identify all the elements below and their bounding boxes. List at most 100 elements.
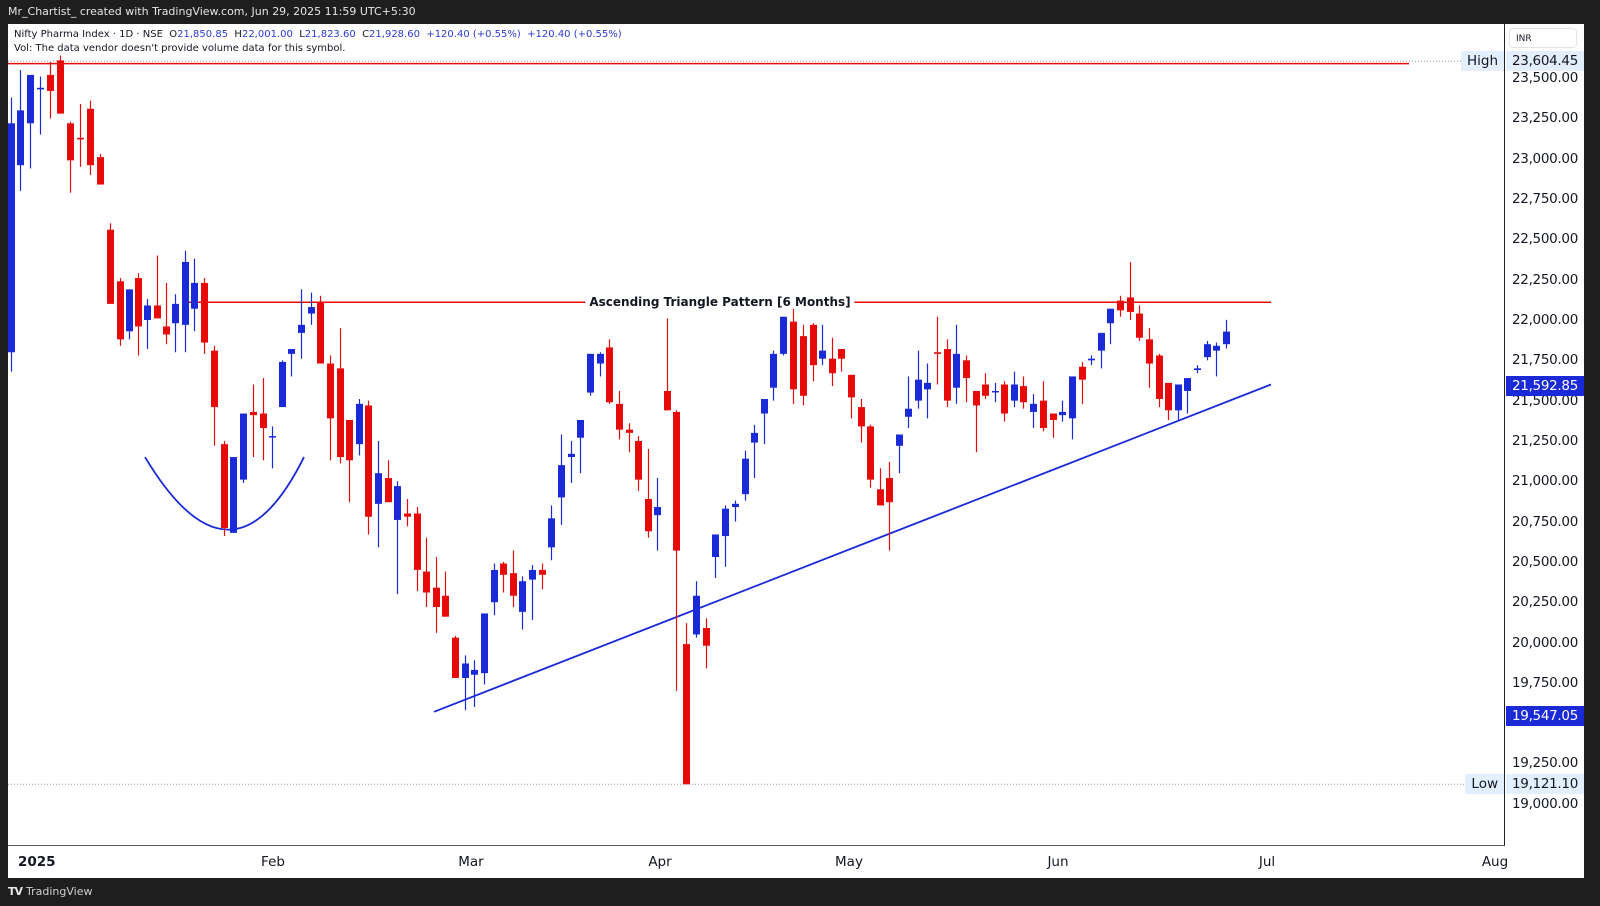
candle (201, 278, 208, 354)
time-tick: 2025 (18, 854, 56, 870)
candle (404, 498, 411, 527)
candle (67, 121, 74, 193)
candle (953, 324, 960, 404)
candle (712, 534, 719, 578)
brand-name: TradingView (26, 885, 93, 898)
candle (442, 571, 449, 617)
candlestick-chart (8, 55, 1505, 785)
last-price-label: 21,592.85 (1505, 375, 1584, 396)
candle (1127, 261, 1134, 320)
candle (77, 103, 84, 167)
candle (683, 623, 690, 785)
candle (1069, 376, 1076, 440)
candle (471, 660, 478, 707)
candle (896, 434, 903, 474)
ohlc-row: Nifty Pharma Index · 1D · NSE O21,850.85… (14, 28, 622, 42)
candle (433, 557, 440, 633)
candle (172, 294, 179, 353)
high-value: 22,001.00 (241, 29, 293, 40)
price-tick: 21,750.00 (1511, 352, 1578, 369)
price-tick: 22,500.00 (1511, 231, 1578, 248)
candle (126, 289, 133, 340)
time-tick: May (835, 854, 863, 870)
candle (606, 339, 613, 404)
low-tag: Low (1465, 774, 1504, 795)
candle (1020, 376, 1027, 409)
candle (915, 350, 922, 409)
candle (1184, 378, 1191, 414)
currency-label[interactable]: INR (1509, 28, 1577, 48)
candle (1107, 308, 1114, 345)
candle (761, 399, 768, 445)
price-axis[interactable]: INR 19,000.00 19,250.00 19,750.00 20,000.00… (1505, 24, 1584, 846)
candle (829, 337, 836, 387)
candle (924, 363, 931, 419)
attribution-bar: Mr_Chartist_ created with TradingView.co… (0, 0, 1600, 24)
candle (1050, 413, 1057, 438)
candle (346, 419, 353, 503)
candle (182, 250, 189, 353)
low-price-label: 19,121.10 (1505, 774, 1584, 795)
candle (423, 537, 430, 608)
candle (1088, 355, 1095, 366)
candle (1117, 295, 1124, 317)
candle (27, 74, 34, 169)
time-tick: Feb (261, 854, 285, 870)
close-label: C (362, 29, 370, 40)
candle (819, 324, 826, 366)
candle (1136, 305, 1143, 341)
candle (1079, 361, 1086, 404)
footer: TV TradingView (8, 878, 93, 906)
low-label: L (299, 29, 305, 40)
price-tick: 23,000.00 (1511, 150, 1578, 167)
open-value: 21,850.85 (177, 29, 229, 40)
candle (394, 481, 401, 595)
candle (1001, 381, 1008, 422)
candle (645, 449, 652, 538)
candle (17, 70, 24, 191)
candle (635, 436, 642, 491)
candle (858, 399, 865, 443)
attribution-text: Mr_Chartist_ created with TradingView.co… (8, 5, 416, 18)
candle (230, 457, 237, 533)
candle (260, 378, 267, 461)
candle (191, 258, 198, 332)
candle (117, 278, 124, 346)
candle (356, 399, 363, 456)
candle (519, 576, 526, 630)
candle (144, 299, 151, 350)
candle (616, 390, 623, 440)
candle (654, 478, 661, 551)
candle (1194, 365, 1201, 374)
candle (905, 376, 912, 429)
price-tick: 22,750.00 (1511, 191, 1578, 208)
candle (211, 345, 218, 446)
time-tick: Mar (458, 854, 484, 870)
change-value: +120.40 (+0.55%) (426, 29, 521, 40)
candle (452, 636, 459, 678)
candle (558, 434, 565, 525)
candle (414, 507, 421, 591)
candle (1204, 340, 1211, 361)
symbol-name[interactable]: Nifty Pharma Index · 1D · NSE (14, 29, 163, 40)
candle (240, 413, 247, 483)
pattern-annotation[interactable]: Ascending Triangle Pattern [6 Months] (585, 295, 855, 310)
candle (568, 440, 575, 483)
candle (57, 55, 64, 114)
candle (742, 450, 749, 501)
candle (279, 360, 286, 408)
candle (934, 316, 941, 385)
candle (510, 550, 517, 608)
time-axis[interactable]: 2025 Feb Mar Apr May Jun Jul Aug (8, 846, 1508, 878)
candle (693, 581, 700, 638)
chart-frame: Nifty Pharma Index · 1D · NSE O21,850.85… (8, 24, 1584, 878)
candle (308, 292, 315, 325)
candle (288, 349, 295, 377)
candle (597, 352, 604, 377)
candle (790, 303, 797, 404)
low-value: 21,823.60 (304, 29, 356, 40)
price-tick: 19,250.00 (1511, 755, 1578, 772)
chart-plot-area[interactable]: Nifty Pharma Index · 1D · NSE O21,850.85… (8, 24, 1505, 846)
candle (491, 563, 498, 616)
price-tick: 22,000.00 (1511, 312, 1578, 328)
